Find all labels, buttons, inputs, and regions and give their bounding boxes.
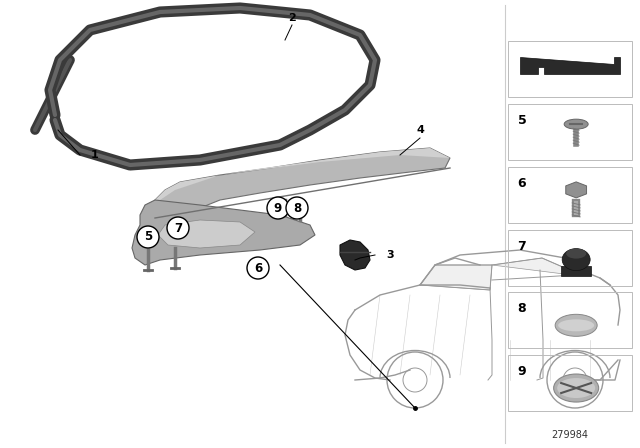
- Ellipse shape: [566, 249, 586, 258]
- PathPatch shape: [132, 200, 315, 265]
- Ellipse shape: [558, 319, 594, 332]
- Text: 1: 1: [91, 150, 99, 160]
- Polygon shape: [566, 182, 586, 198]
- Text: 7: 7: [174, 221, 182, 234]
- Text: 5: 5: [144, 231, 152, 244]
- PathPatch shape: [340, 240, 370, 270]
- PathPatch shape: [155, 148, 450, 200]
- Bar: [508, 104, 632, 160]
- Text: 279984: 279984: [552, 430, 589, 440]
- Bar: [508, 167, 632, 223]
- Text: 9: 9: [518, 365, 526, 378]
- Text: 5: 5: [518, 114, 526, 127]
- Text: 8: 8: [293, 202, 301, 215]
- Text: 3: 3: [386, 250, 394, 260]
- Text: 4: 4: [416, 125, 424, 135]
- Text: 7: 7: [518, 240, 526, 253]
- Text: 9: 9: [274, 202, 282, 215]
- Text: 6: 6: [518, 177, 526, 190]
- Ellipse shape: [564, 119, 588, 129]
- Bar: [561, 266, 591, 276]
- Circle shape: [137, 226, 159, 248]
- Circle shape: [286, 197, 308, 219]
- Bar: [508, 229, 632, 285]
- Text: 2: 2: [288, 13, 296, 23]
- Ellipse shape: [555, 314, 597, 336]
- Ellipse shape: [554, 374, 598, 402]
- Bar: [508, 355, 632, 411]
- PathPatch shape: [158, 220, 255, 248]
- PathPatch shape: [155, 148, 450, 218]
- Polygon shape: [520, 57, 620, 74]
- Ellipse shape: [562, 249, 590, 271]
- Bar: [508, 292, 632, 348]
- Polygon shape: [420, 265, 492, 290]
- Circle shape: [167, 217, 189, 239]
- Bar: [508, 41, 632, 97]
- Ellipse shape: [557, 378, 595, 398]
- Polygon shape: [492, 258, 572, 275]
- Text: 6: 6: [254, 262, 262, 275]
- Circle shape: [247, 257, 269, 279]
- Text: 8: 8: [518, 302, 526, 315]
- Circle shape: [267, 197, 289, 219]
